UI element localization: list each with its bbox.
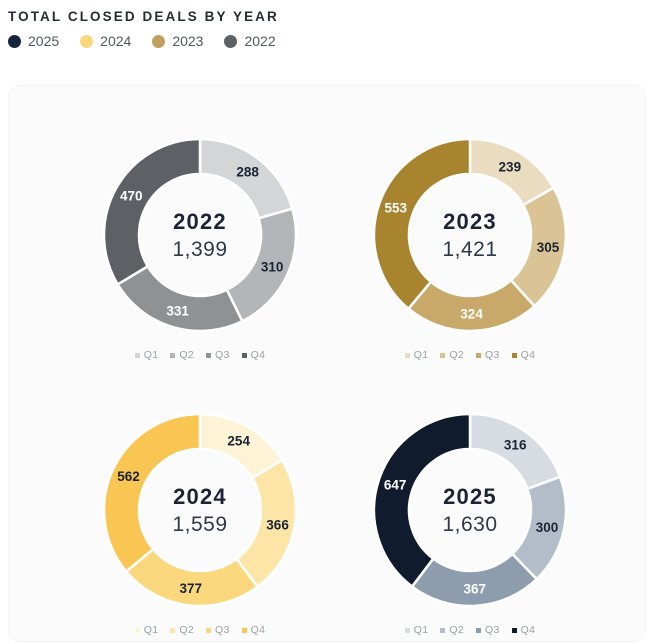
legend-swatch-icon [511, 627, 517, 633]
legend-label: Q2 [179, 349, 194, 361]
mini-legend-item-q4-2024[interactable]: Q4 [241, 624, 266, 636]
donut-slice-q4-2024[interactable] [102, 412, 202, 573]
legend-label: Q2 [179, 624, 194, 636]
donut-chart-2024: 254 366 377 562 2024 1,559 [80, 390, 320, 630]
legend-label: 2022 [244, 33, 276, 49]
slice-value-label: 310 [261, 260, 284, 275]
legend-label: 2023 [172, 33, 204, 49]
mini-legend-item-q3-2023[interactable]: Q3 [476, 349, 500, 361]
legend-label: Q4 [250, 349, 266, 361]
donut-slice-q4-2022[interactable] [102, 137, 202, 286]
legend-swatch-icon [511, 352, 517, 358]
slice-value-label: 377 [180, 581, 203, 596]
donut-svg-2023: 239 305 324 553 [372, 137, 568, 333]
legend-label: 2025 [28, 33, 60, 49]
donut-slice-q4-2023[interactable] [372, 137, 472, 310]
slice-value-label: 316 [504, 438, 527, 453]
legend-swatch-icon [440, 627, 446, 633]
slice-value-label: 300 [536, 520, 559, 535]
legend-swatch-icon [476, 627, 481, 633]
donut-slice-q3-2022[interactable] [116, 265, 244, 333]
slice-value-label: 239 [499, 159, 522, 174]
slice-value-label: 562 [117, 469, 140, 484]
legend-label: Q3 [485, 349, 500, 361]
year-legend: 2025 2024 2023 2022 [8, 33, 276, 49]
legend-swatch-icon [241, 352, 247, 358]
donut-chart-2023: 239 305 324 553 2023 1,421 [350, 115, 590, 355]
mini-legend-item-q2-2025[interactable]: Q2 [440, 624, 464, 636]
mini-legend-item-q3-2022[interactable]: Q3 [206, 349, 230, 361]
mini-legend-item-q1-2023[interactable]: Q1 [404, 349, 429, 361]
slice-value-label: 305 [537, 240, 560, 255]
legend-label: 2024 [100, 33, 132, 49]
slice-value-label: 553 [384, 201, 407, 216]
donut-chart-2025: 316 300 367 647 2025 1,630 [350, 390, 590, 630]
legend-item-2025[interactable]: 2025 [8, 33, 59, 49]
legend-swatch-icon [134, 352, 140, 358]
legend-label: Q2 [449, 624, 464, 636]
legend-swatch-icon [170, 352, 176, 358]
quarter-legend-2023: Q1 Q2 Q3 Q4 [350, 349, 590, 361]
quarter-legend-2022: Q1 Q2 Q3 Q4 [80, 349, 320, 361]
mini-legend-item-q1-2022[interactable]: Q1 [134, 349, 159, 361]
legend-swatch-icon [241, 627, 247, 633]
legend-label: Q1 [143, 624, 159, 636]
legend-item-2022[interactable]: 2022 [224, 33, 276, 49]
donut-svg-2025: 316 300 367 647 [372, 412, 568, 608]
mini-legend-item-q1-2025[interactable]: Q1 [404, 624, 429, 636]
slice-value-label: 254 [227, 434, 250, 449]
mini-legend-item-q2-2023[interactable]: Q2 [440, 349, 464, 361]
legend-swatch-icon [404, 627, 410, 633]
mini-legend-item-q2-2022[interactable]: Q2 [170, 349, 194, 361]
legend-label: Q4 [520, 349, 536, 361]
mini-legend-item-q3-2025[interactable]: Q3 [476, 624, 500, 636]
legend-dot-2022-icon [224, 34, 238, 48]
donut-svg-2024: 254 366 377 562 [102, 412, 298, 608]
slice-value-label: 367 [463, 581, 486, 596]
mini-legend-item-q4-2023[interactable]: Q4 [511, 349, 536, 361]
legend-label: Q1 [413, 349, 429, 361]
slice-value-label: 331 [166, 303, 189, 318]
legend-swatch-icon [206, 352, 211, 358]
slice-value-label: 366 [266, 517, 289, 532]
donut-slice-q4-2025[interactable] [372, 412, 472, 588]
page-title: TOTAL CLOSED DEALS BY YEAR [8, 9, 279, 24]
mini-legend-item-q3-2024[interactable]: Q3 [206, 624, 230, 636]
slice-value-label: 470 [120, 189, 143, 204]
quarter-legend-2025: Q1 Q2 Q3 Q4 [350, 624, 590, 636]
mini-legend-item-q4-2022[interactable]: Q4 [241, 349, 266, 361]
mini-legend-item-q1-2024[interactable]: Q1 [134, 624, 159, 636]
legend-swatch-icon [440, 352, 446, 358]
legend-label: Q4 [250, 624, 266, 636]
legend-swatch-icon [170, 627, 176, 633]
legend-label: Q2 [449, 349, 464, 361]
slice-value-label: 647 [384, 477, 407, 492]
legend-label: Q1 [143, 349, 159, 361]
legend-dot-2025-icon [8, 34, 21, 48]
legend-label: Q3 [215, 349, 230, 361]
donut-svg-2022: 288 310 331 470 [102, 137, 298, 333]
mini-legend-item-q4-2025[interactable]: Q4 [511, 624, 536, 636]
legend-dot-2023-icon [152, 34, 166, 48]
legend-swatch-icon [404, 352, 410, 358]
legend-item-2024[interactable]: 2024 [80, 33, 131, 49]
slice-value-label: 288 [236, 164, 259, 179]
slice-value-label: 324 [460, 306, 483, 321]
legend-label: Q4 [520, 624, 536, 636]
donut-chart-2022: 288 310 331 470 2022 1,399 [80, 115, 320, 355]
legend-item-2023[interactable]: 2023 [152, 33, 203, 49]
quarter-legend-2024: Q1 Q2 Q3 Q4 [80, 624, 320, 636]
legend-swatch-icon [476, 352, 481, 358]
mini-legend-item-q2-2024[interactable]: Q2 [170, 624, 194, 636]
legend-dot-2024-icon [80, 34, 94, 48]
legend-swatch-icon [206, 627, 211, 633]
legend-label: Q1 [413, 624, 429, 636]
legend-swatch-icon [134, 627, 140, 633]
legend-label: Q3 [485, 624, 500, 636]
legend-label: Q3 [215, 624, 230, 636]
